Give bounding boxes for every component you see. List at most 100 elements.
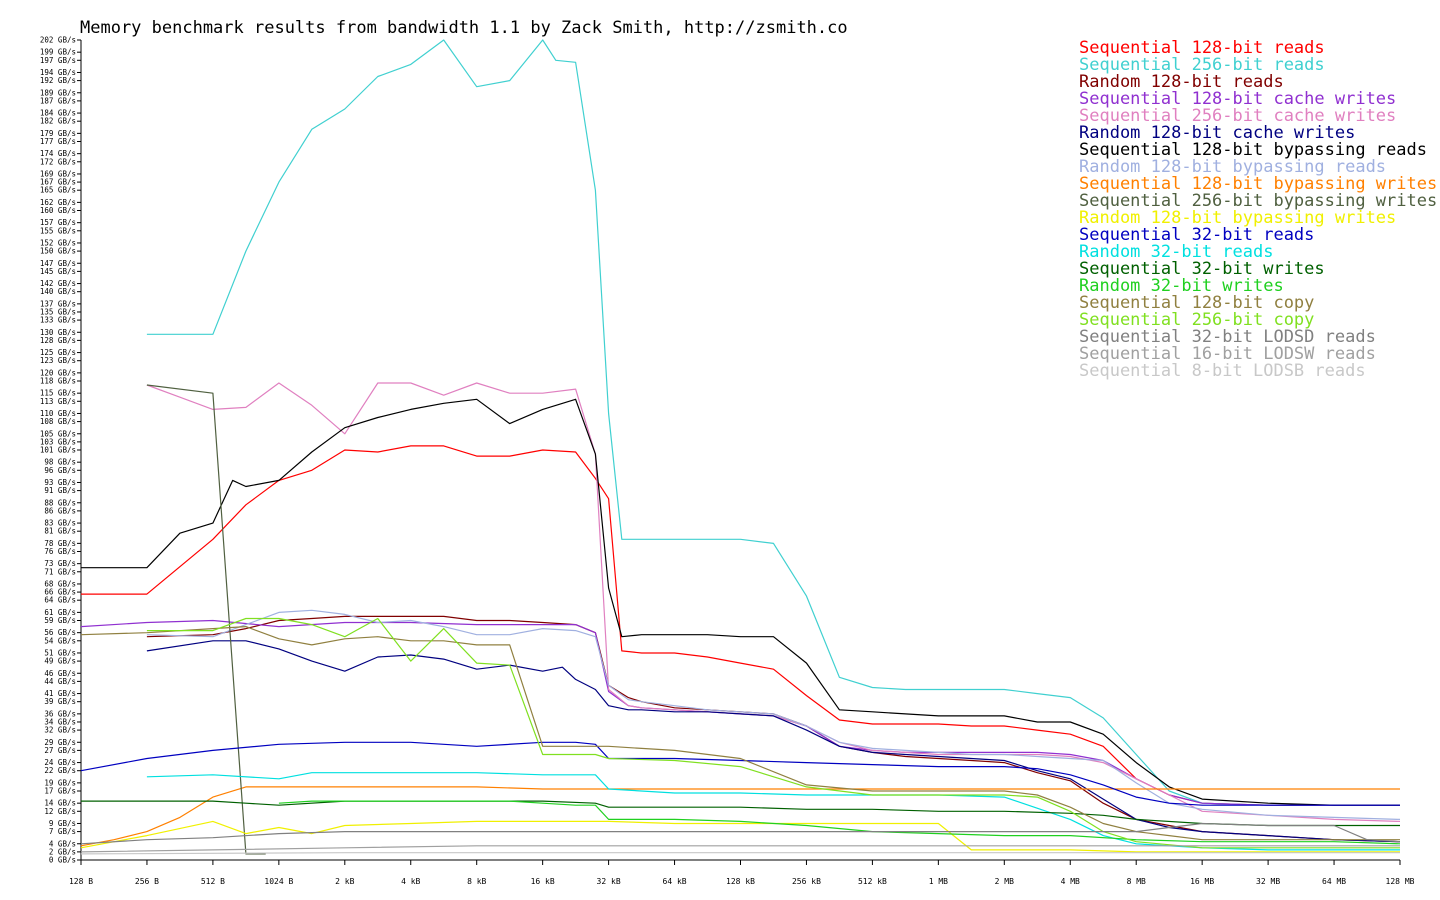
y-tick-label: 123 GB/s	[40, 356, 76, 365]
y-tick-label: 108 GB/s	[40, 417, 76, 426]
y-tick-label: 162 GB/s	[40, 198, 76, 207]
y-tick-label: 86 GB/s	[44, 506, 76, 515]
y-tick-label: 2 GB/s	[49, 847, 76, 856]
y-tick-label: 64 GB/s	[44, 596, 76, 605]
y-tick-label: 110 GB/s	[40, 409, 76, 418]
series-line-random-32-bit-reads	[146, 772, 1400, 851]
legend-entry: Sequential 128-bit copy	[1079, 293, 1314, 313]
y-tick-label: 160 GB/s	[40, 206, 76, 215]
y-tick-label: 140 GB/s	[40, 287, 76, 296]
x-axis: 128 B 256 B 512 B 1024 B 2 kB 4 kB 8 kB 16 kB 32…	[69, 859, 1415, 886]
y-tick-label: 167 GB/s	[40, 178, 76, 187]
x-tick-label: 128 MB	[1386, 877, 1415, 886]
series-line-sequential-16-bit-lodsw-reads	[80, 845, 1400, 853]
y-tick-label: 98 GB/s	[44, 458, 76, 467]
chart-title: Memory benchmark results from bandwidth …	[80, 18, 848, 38]
y-tick-label: 165 GB/s	[40, 186, 76, 195]
series-line-random-128-bit-cache-writes	[146, 640, 1401, 843]
y-tick-label: 36 GB/s	[44, 709, 76, 718]
y-tick-label: 29 GB/s	[44, 738, 76, 747]
legend-entry: Sequential 8-bit LODSB reads	[1079, 361, 1366, 381]
x-tick-label: 4 MB	[1061, 877, 1080, 886]
y-tick-label: 78 GB/s	[44, 539, 76, 548]
y-axis: 0 GB/s2 GB/s4 GB/s 7 GB/s9 GB/s 12 GB/s14 …	[40, 36, 82, 865]
x-tick-label: 128 B	[69, 877, 93, 886]
y-tick-label: 128 GB/s	[40, 336, 76, 345]
y-tick-label: 71 GB/s	[44, 567, 76, 576]
y-tick-label: 14 GB/s	[44, 799, 76, 808]
series-line-sequential-256-bit-reads	[146, 39, 1400, 806]
y-tick-label: 157 GB/s	[40, 218, 76, 227]
series-line-sequential-32-bit-reads	[80, 741, 1400, 806]
legend-entry: Random 128-bit bypassing reads	[1079, 157, 1386, 177]
x-tick-label: 256 kB	[792, 877, 821, 886]
x-tick-label: 32 MB	[1256, 877, 1280, 886]
y-tick-label: 115 GB/s	[40, 389, 76, 398]
y-tick-label: 147 GB/s	[40, 259, 76, 268]
legend-entry: Sequential 128-bit bypassing reads	[1079, 140, 1427, 160]
y-tick-label: 133 GB/s	[40, 316, 76, 325]
y-tick-label: 46 GB/s	[44, 669, 76, 678]
x-tick-label: 2 kB	[335, 877, 354, 886]
y-tick-label: 56 GB/s	[44, 628, 76, 637]
y-tick-label: 83 GB/s	[44, 519, 76, 528]
x-tick-label: 512 kB	[858, 877, 887, 886]
y-tick-label: 68 GB/s	[44, 579, 76, 588]
y-tick-label: 12 GB/s	[44, 807, 76, 816]
x-tick-label: 8 MB	[1127, 877, 1146, 886]
series-line-sequential-256-bit-bypassing-writes	[146, 384, 266, 855]
y-tick-label: 155 GB/s	[40, 226, 76, 235]
y-tick-label: 172 GB/s	[40, 157, 76, 166]
x-tick-label: 128 kB	[726, 877, 755, 886]
y-tick-label: 125 GB/s	[40, 348, 76, 357]
y-tick-label: 41 GB/s	[44, 689, 76, 698]
legend-entry: Sequential 256-bit cache writes	[1079, 106, 1396, 126]
legend-entry: Sequential 16-bit LODSW reads	[1079, 344, 1376, 364]
y-tick-label: 103 GB/s	[40, 437, 76, 446]
x-tick-label: 4 kB	[401, 877, 420, 886]
legend-entry: Random 128-bit bypassing writes	[1079, 208, 1396, 228]
y-tick-label: 9 GB/s	[49, 819, 76, 828]
y-tick-label: 197 GB/s	[40, 56, 76, 65]
y-tick-label: 202 GB/s	[40, 36, 76, 45]
y-tick-label: 66 GB/s	[44, 588, 76, 597]
y-tick-label: 179 GB/s	[40, 129, 76, 138]
x-tick-label: 1 MB	[929, 877, 948, 886]
y-tick-label: 24 GB/s	[44, 758, 76, 767]
y-tick-label: 135 GB/s	[40, 307, 76, 316]
y-tick-label: 105 GB/s	[40, 429, 76, 438]
y-tick-label: 192 GB/s	[40, 76, 76, 85]
y-tick-label: 19 GB/s	[44, 778, 76, 787]
y-tick-label: 7 GB/s	[49, 827, 76, 836]
y-tick-label: 130 GB/s	[40, 328, 76, 337]
y-tick-label: 118 GB/s	[40, 376, 76, 385]
y-tick-label: 32 GB/s	[44, 726, 76, 735]
y-tick-label: 17 GB/s	[44, 786, 76, 795]
series-line-random-128-bit-bypassing-reads	[146, 609, 1401, 820]
x-tick-label: 64 kB	[663, 877, 687, 886]
y-tick-label: 39 GB/s	[44, 697, 76, 706]
y-tick-label: 61 GB/s	[44, 608, 76, 617]
y-tick-label: 187 GB/s	[40, 96, 76, 105]
series-line-sequential-256-bit-cache-writes	[146, 382, 1401, 822]
y-tick-label: 27 GB/s	[44, 746, 76, 755]
x-tick-label: 32 kB	[597, 877, 621, 886]
legend-entry: Random 128-bit reads	[1079, 72, 1284, 92]
y-tick-label: 0 GB/s	[49, 856, 76, 865]
y-tick-label: 93 GB/s	[44, 478, 76, 487]
y-tick-label: 101 GB/s	[40, 446, 76, 455]
x-tick-label: 16 kB	[531, 877, 555, 886]
y-tick-label: 54 GB/s	[44, 636, 76, 645]
y-tick-label: 113 GB/s	[40, 397, 76, 406]
y-tick-label: 96 GB/s	[44, 466, 76, 475]
y-tick-label: 182 GB/s	[40, 117, 76, 126]
y-tick-label: 145 GB/s	[40, 267, 76, 276]
y-tick-label: 22 GB/s	[44, 766, 76, 775]
x-tick-label: 2 MB	[995, 877, 1014, 886]
y-tick-label: 152 GB/s	[40, 238, 76, 247]
legend-entry: Sequential 128-bit bypassing writes	[1079, 174, 1437, 194]
series-line-random-128-bit-bypassing-writes	[80, 820, 1400, 853]
y-tick-label: 189 GB/s	[40, 88, 76, 97]
legend-entry: Sequential 256-bit reads	[1079, 55, 1325, 75]
